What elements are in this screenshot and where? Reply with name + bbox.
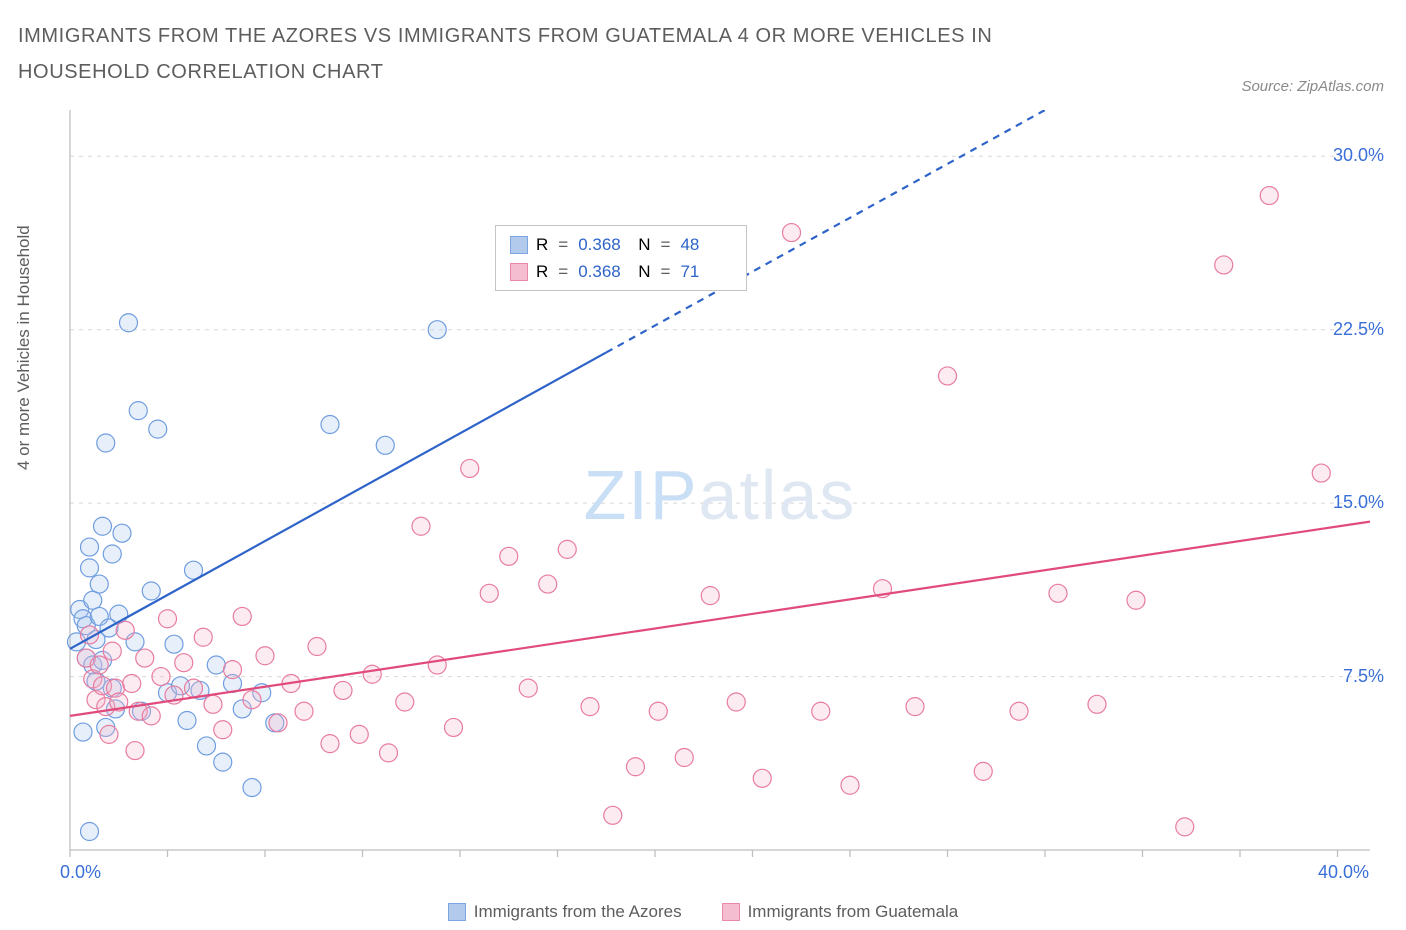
- chart-title: IMMIGRANTS FROM THE AZORES VS IMMIGRANTS…: [18, 18, 1098, 90]
- legend-label-guatemala: Immigrants from Guatemala: [748, 902, 959, 922]
- y-tick-label: 30.0%: [1314, 145, 1384, 166]
- legend-item-azores: Immigrants from the Azores: [448, 902, 682, 922]
- y-tick-label: 7.5%: [1314, 666, 1384, 687]
- equals-sign: =: [661, 231, 671, 258]
- legend-R-value-azores: 0.368: [578, 231, 630, 258]
- legend-label-azores: Immigrants from the Azores: [474, 902, 682, 922]
- legend-N-value-guatemala: 71: [680, 258, 732, 285]
- swatch-guatemala: [510, 263, 528, 281]
- equals-sign: =: [661, 258, 671, 285]
- legend-item-guatemala: Immigrants from Guatemala: [722, 902, 959, 922]
- legend-N-label: N: [638, 231, 650, 258]
- y-axis-label: 4 or more Vehicles in Household: [14, 225, 34, 470]
- equals-sign: =: [558, 231, 568, 258]
- swatch-azores: [448, 903, 466, 921]
- legend-row-guatemala: R = 0.368 N = 71: [510, 258, 732, 285]
- legend-R-label: R: [536, 258, 548, 285]
- y-tick-label: 15.0%: [1314, 492, 1384, 513]
- chart-area: ZIPatlas R = 0.368 N = 48 R = 0.368 N = …: [60, 110, 1380, 880]
- legend-bottom: Immigrants from the Azores Immigrants fr…: [0, 902, 1406, 922]
- legend-R-value-guatemala: 0.368: [578, 258, 630, 285]
- legend-correlation-box: R = 0.368 N = 48 R = 0.368 N = 71: [495, 225, 747, 291]
- swatch-guatemala: [722, 903, 740, 921]
- equals-sign: =: [558, 258, 568, 285]
- legend-N-value-azores: 48: [680, 231, 732, 258]
- y-tick-label: 22.5%: [1314, 319, 1384, 340]
- legend-R-label: R: [536, 231, 548, 258]
- swatch-azores: [510, 236, 528, 254]
- source-attribution: Source: ZipAtlas.com: [1241, 78, 1384, 95]
- x-tick-label: 40.0%: [1318, 862, 1369, 883]
- x-tick-label: 0.0%: [60, 862, 101, 883]
- legend-N-label: N: [638, 258, 650, 285]
- legend-row-azores: R = 0.368 N = 48: [510, 231, 732, 258]
